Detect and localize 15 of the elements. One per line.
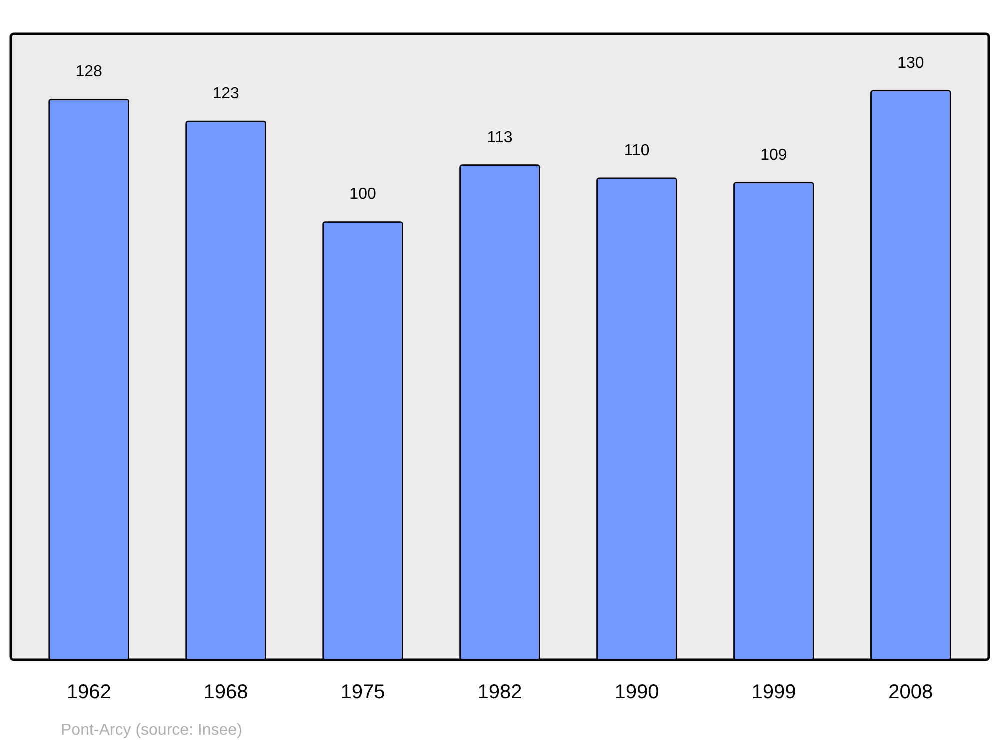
x-tick-label: 1962 (66, 682, 112, 704)
data-label: 110 (624, 142, 650, 160)
x-tick-label: 1968 (204, 682, 248, 704)
x-tick-label: 1990 (614, 682, 660, 704)
x-tick-label: 2008 (888, 682, 934, 704)
data-label: 128 (76, 64, 103, 81)
data-label: 123 (212, 86, 240, 103)
x-tick-label: 1975 (340, 682, 386, 704)
x-tick-label: 1982 (478, 682, 522, 704)
data-label: 113 (487, 129, 513, 146)
text: Pont-Arcy (source: Insee) (61, 722, 242, 739)
x-tick-label: 1999 (752, 682, 796, 704)
data-label: 100 (350, 186, 376, 204)
data-label: 109 (760, 146, 788, 164)
data-label: 130 (898, 54, 924, 72)
